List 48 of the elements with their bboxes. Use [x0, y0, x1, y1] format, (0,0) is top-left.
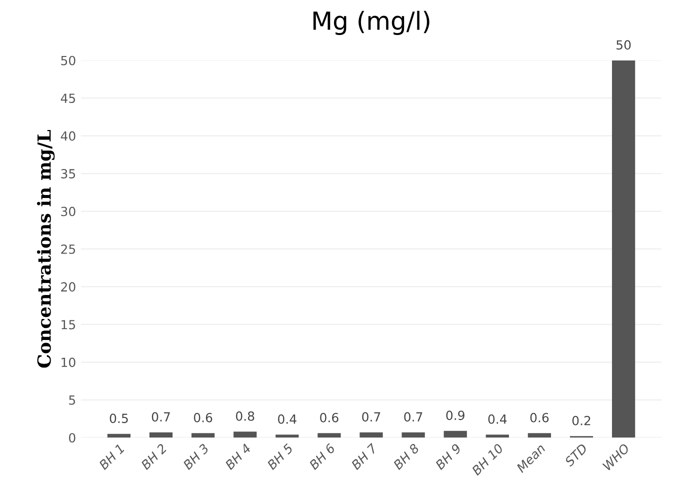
data-label: 0.6 [194, 412, 212, 422]
data-label: 0.8 [236, 411, 254, 421]
data-label: 50 [616, 40, 631, 50]
x-tick-label: BH 8 [392, 443, 420, 470]
bar [486, 434, 509, 438]
bar [402, 432, 425, 438]
x-tick-label: BH 5 [266, 443, 294, 470]
bar [612, 60, 636, 438]
x-tick-label: BH 2 [140, 443, 168, 470]
data-label: 0.9 [446, 410, 464, 420]
y-tick-label: 45 [60, 94, 76, 104]
data-label: 0.7 [362, 412, 380, 422]
data-label: 0.6 [320, 412, 338, 422]
data-label: 0.2 [572, 416, 590, 426]
y-tick-label: 5 [69, 396, 76, 405]
x-tick-label: BH 9 [434, 443, 462, 470]
bar [107, 434, 131, 438]
bar [444, 430, 467, 438]
x-tick-label: BH 4 [224, 443, 252, 470]
bar [528, 433, 552, 438]
x-tick-label: BH 1 [98, 444, 124, 470]
y-tick-label: 30 [61, 206, 76, 216]
y-tick-label: 35 [61, 169, 76, 178]
bar [318, 433, 341, 438]
chart-title: Mg (mg/l) [313, 10, 430, 36]
data-label: 0.6 [530, 412, 549, 422]
data-label: 0.4 [278, 414, 296, 424]
data-label: 0.7 [152, 412, 170, 422]
y-tick-label: 15 [62, 320, 76, 330]
x-tick-label: BH 6 [308, 443, 336, 470]
y-tick-label: 0 [69, 433, 76, 443]
bar [234, 432, 257, 438]
data-label: 0.7 [404, 412, 422, 422]
y-tick-label: 50 [61, 56, 76, 66]
bar [276, 434, 299, 438]
y-tick-label: 40 [60, 131, 76, 141]
y-tick-label: 20 [61, 282, 76, 292]
bar [360, 432, 383, 438]
y-axis-title: Concentrations in mg/L [36, 130, 55, 368]
data-label: 0.4 [488, 414, 507, 424]
x-tick-label: BH 10 [471, 443, 504, 476]
bar [149, 432, 173, 438]
y-tick-label: 25 [61, 244, 76, 254]
bar [191, 433, 215, 438]
y-tick-label: 10 [62, 358, 76, 368]
x-tick-label: BH 3 [182, 443, 210, 470]
x-tick-label: BH 7 [350, 442, 378, 470]
data-label: 0.5 [110, 414, 128, 424]
